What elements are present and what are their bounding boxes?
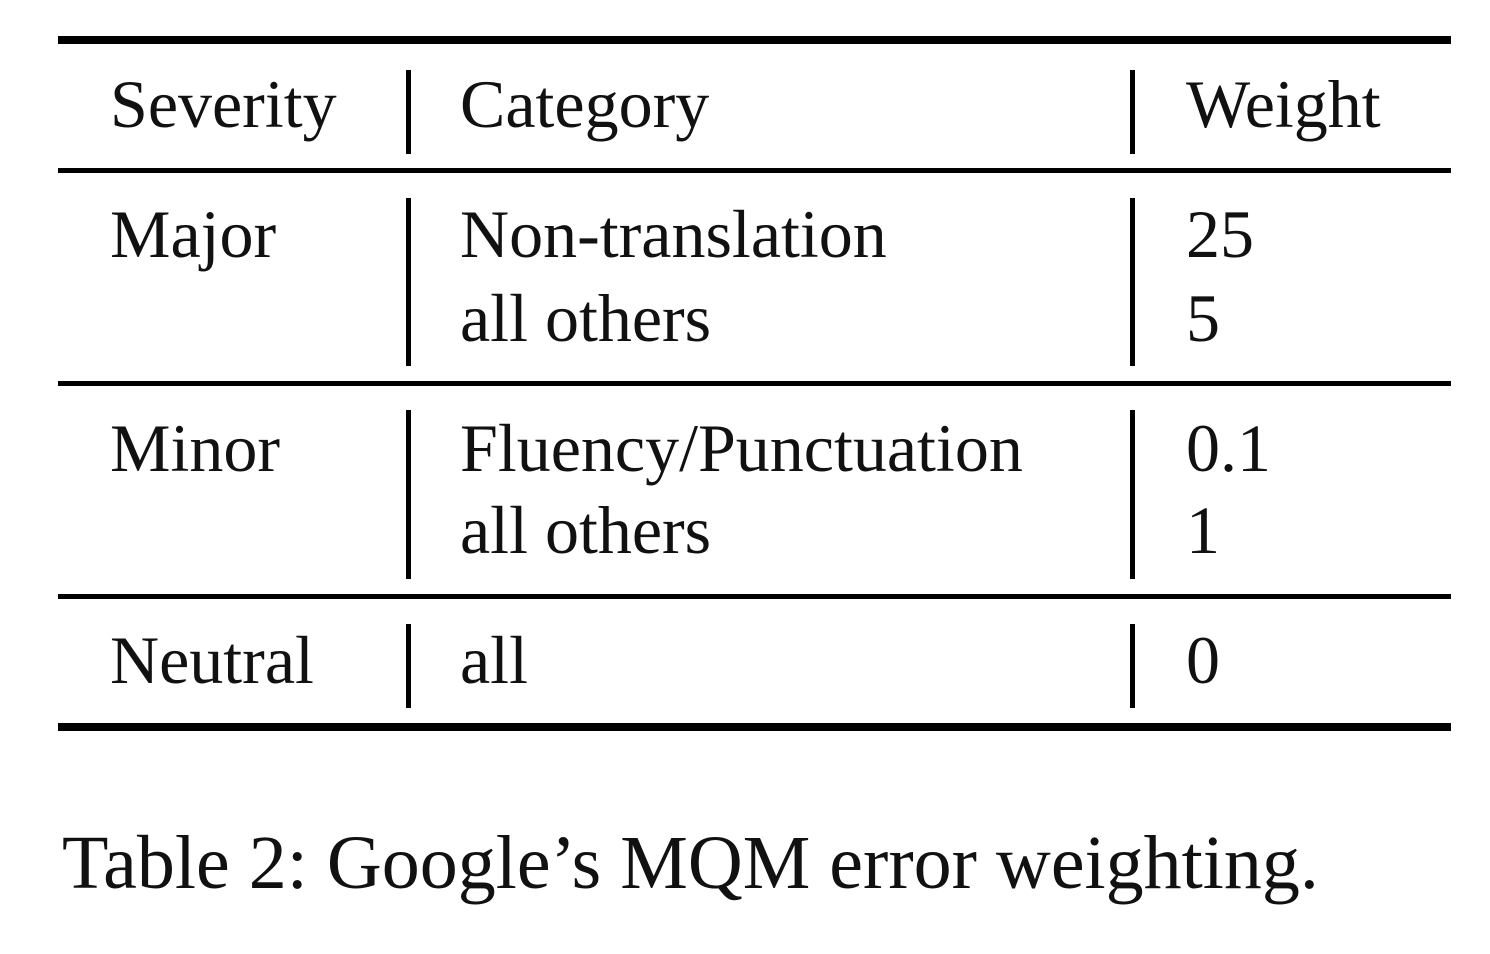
header-category: Category — [460, 66, 710, 142]
column-separator — [406, 198, 411, 366]
column-separator — [1130, 410, 1135, 579]
group-divider-rule — [58, 594, 1451, 599]
table-caption: Table 2: Google’s MQM error weighting. — [62, 821, 1319, 905]
severity-major: Major — [110, 196, 277, 272]
severity-neutral: Neutral — [110, 622, 314, 698]
header-severity: Severity — [110, 66, 337, 142]
category-cell: all others — [460, 280, 712, 356]
column-separator — [1130, 70, 1135, 154]
weight-cell: 0.1 — [1186, 410, 1271, 486]
severity-minor: Minor — [110, 410, 280, 486]
category-cell: all — [460, 622, 528, 698]
column-separator — [1130, 624, 1135, 708]
column-separator — [406, 70, 411, 154]
category-cell: Non-translation — [460, 196, 887, 272]
weight-cell: 1 — [1186, 492, 1220, 568]
column-separator — [406, 624, 411, 708]
table-bottom-rule — [58, 723, 1451, 731]
table-top-rule — [58, 36, 1451, 44]
column-separator — [1130, 198, 1135, 366]
weight-cell: 0 — [1186, 622, 1220, 698]
weight-cell: 25 — [1186, 196, 1254, 272]
weight-cell: 5 — [1186, 280, 1220, 356]
column-separator — [406, 410, 411, 579]
category-cell: all others — [460, 492, 712, 568]
category-cell: Fluency/Punctuation — [460, 410, 1023, 486]
header-bottom-rule — [58, 168, 1451, 173]
group-divider-rule — [58, 381, 1451, 386]
header-weight: Weight — [1186, 66, 1381, 142]
